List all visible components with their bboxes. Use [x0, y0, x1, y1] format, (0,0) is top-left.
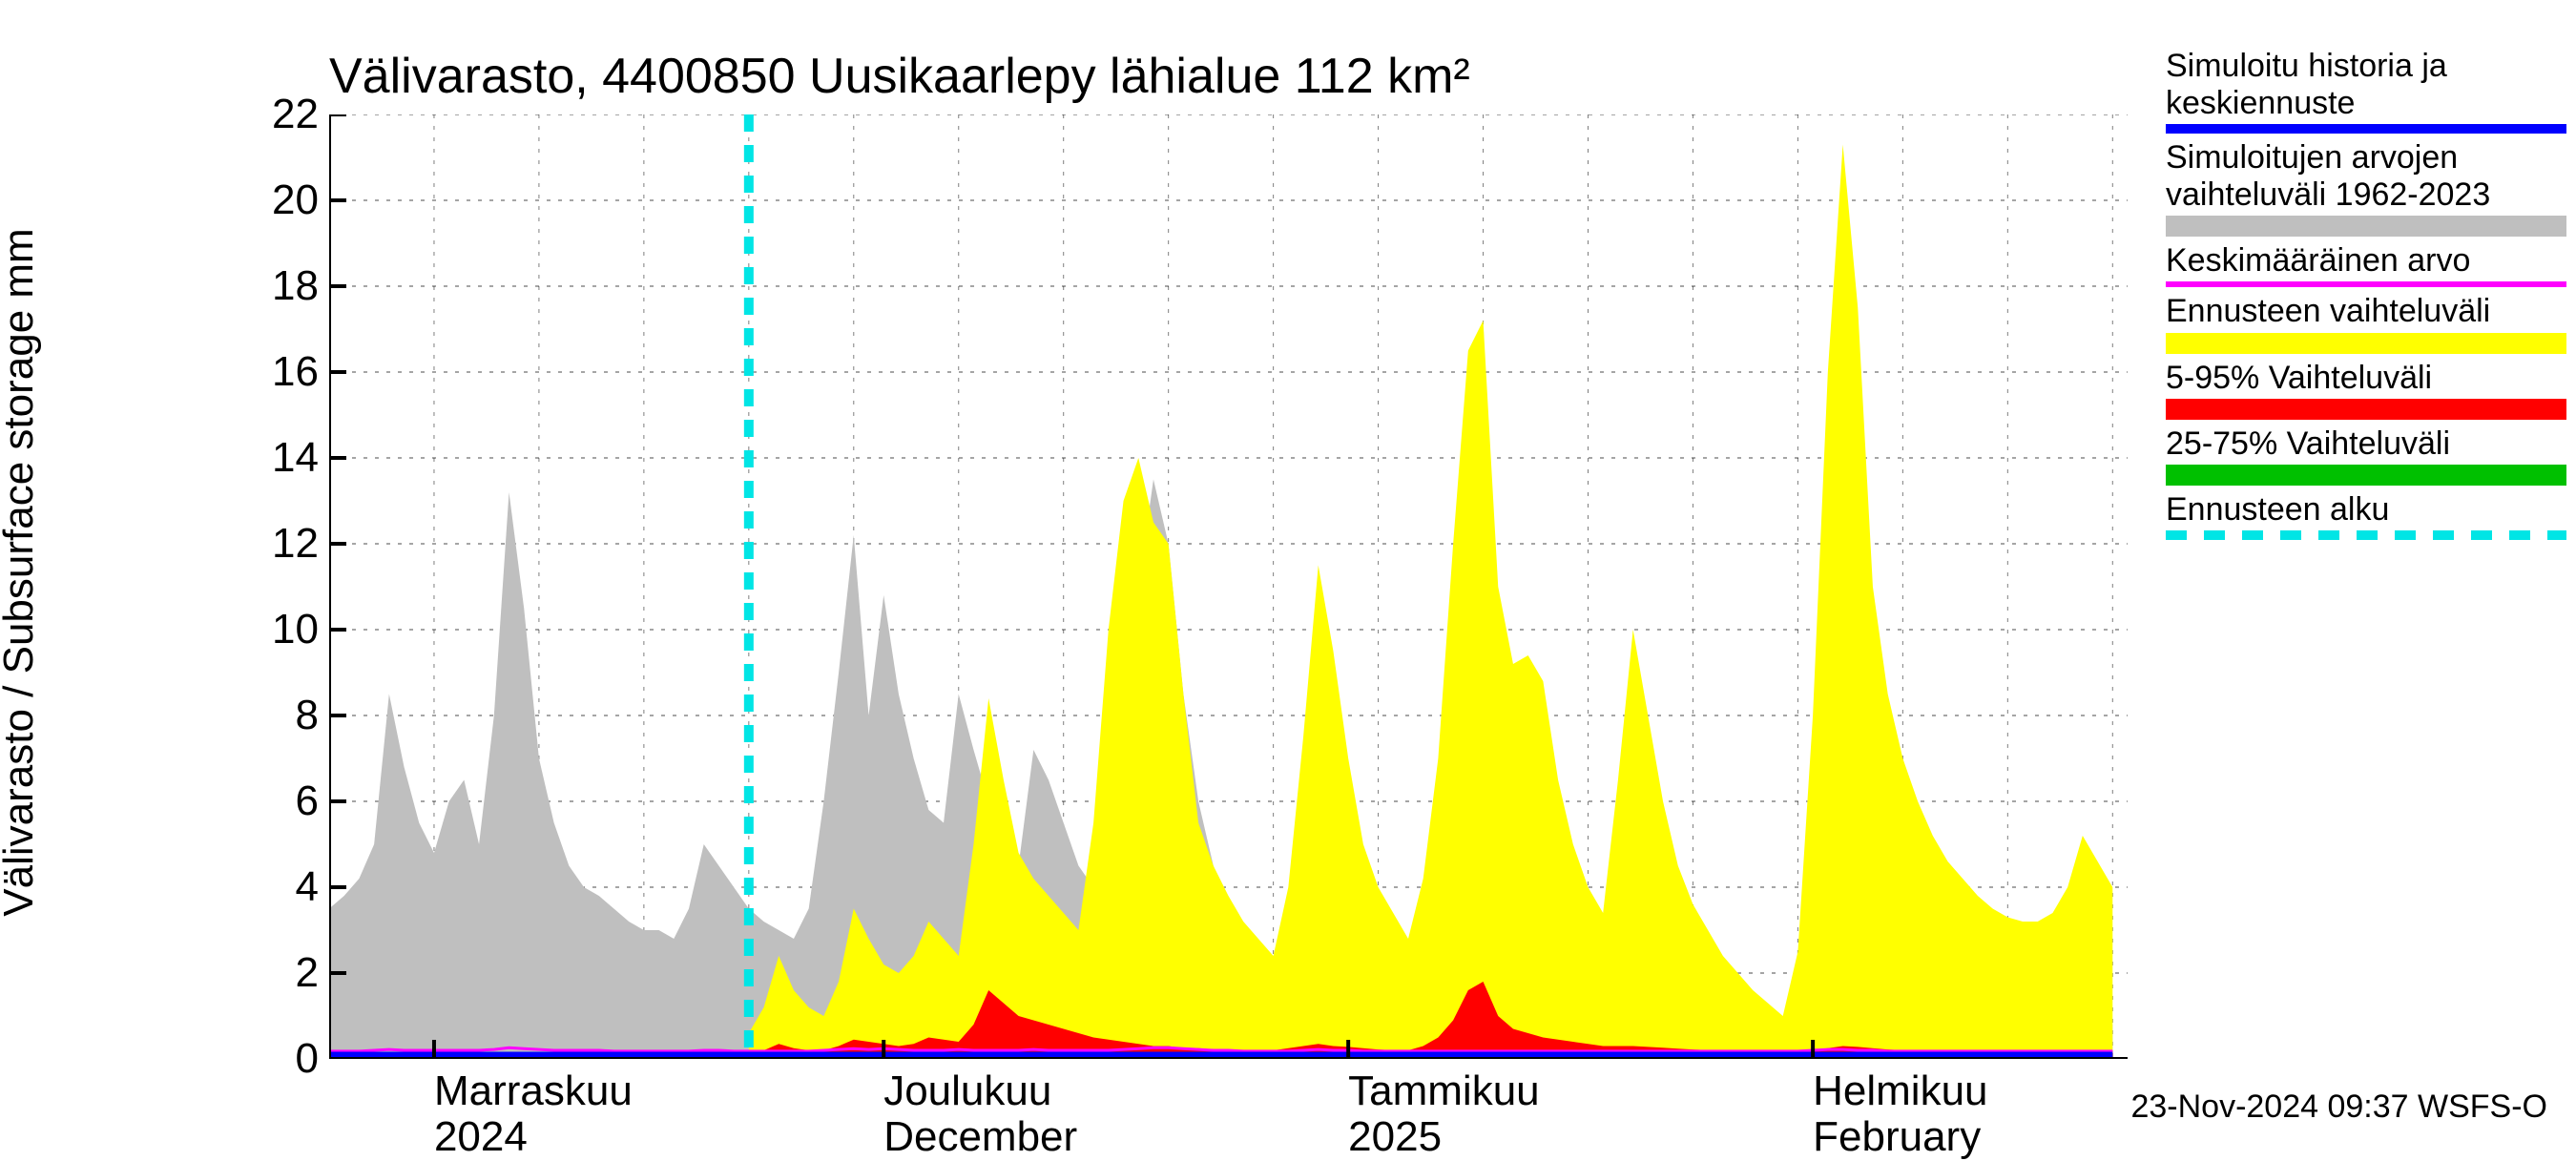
- legend-item: Ennusteen alku: [2166, 491, 2566, 540]
- y-tick-14: 14: [272, 434, 319, 482]
- y-tick-4: 4: [296, 863, 319, 911]
- legend-swatch: [2166, 465, 2566, 486]
- legend-swatch: [2166, 281, 2566, 287]
- legend-item: 25-75% Vaihteluväli: [2166, 425, 2566, 486]
- legend-item: Keskimääräinen arvo: [2166, 242, 2566, 287]
- y-tick-8: 8: [296, 692, 319, 739]
- legend-text: 25-75% Vaihteluväli: [2166, 425, 2566, 463]
- plot-svg: [329, 114, 2128, 1059]
- x-month-label: HelmikuuFebruary: [1813, 1068, 1987, 1161]
- plot-area: [329, 114, 2128, 1059]
- legend-item: Simuloitujen arvojen vaihteluväli 1962-2…: [2166, 139, 2566, 237]
- legend-item: Simuloitu historia ja keskiennuste: [2166, 48, 2566, 134]
- footer-timestamp: 23-Nov-2024 09:37 WSFS-O: [2130, 1088, 2547, 1126]
- legend-swatch: [2166, 124, 2566, 134]
- legend-text: Simuloitujen arvojen vaihteluväli 1962-2…: [2166, 139, 2566, 214]
- x-month-label: Tammikuu2025: [1348, 1068, 1540, 1161]
- legend-text: Simuloitu historia ja keskiennuste: [2166, 48, 2566, 122]
- legend-item: 5-95% Vaihteluväli: [2166, 360, 2566, 420]
- y-tick-2: 2: [296, 949, 319, 997]
- x-tick-labels: Marraskuu2024JoulukuuDecemberTammikuu202…: [329, 1068, 2128, 1145]
- legend-item: Ennusteen vaihteluväli: [2166, 293, 2566, 353]
- legend-text: 5-95% Vaihteluväli: [2166, 360, 2566, 397]
- y-tick-22: 22: [272, 91, 319, 138]
- y-tick-0: 0: [296, 1035, 319, 1083]
- y-tick-18: 18: [272, 262, 319, 310]
- legend-swatch: [2166, 216, 2566, 237]
- y-tick-16: 16: [272, 348, 319, 396]
- legend-text: Ennusteen alku: [2166, 491, 2566, 529]
- x-month-label: JoulukuuDecember: [883, 1068, 1077, 1161]
- x-month-label: Marraskuu2024: [434, 1068, 633, 1161]
- y-tick-20: 20: [272, 176, 319, 224]
- legend-text: Ennusteen vaihteluväli: [2166, 293, 2566, 330]
- legend-swatch: [2166, 333, 2566, 354]
- y-tick-12: 12: [272, 520, 319, 568]
- chart-title: Välivarasto, 4400850 Uusikaarlepy lähial…: [329, 48, 1470, 105]
- y-tick-labels: 0246810121416182022: [0, 114, 320, 1059]
- legend-text: Keskimääräinen arvo: [2166, 242, 2566, 280]
- legend-swatch: [2166, 530, 2566, 540]
- legend-swatch: [2166, 399, 2566, 420]
- y-tick-10: 10: [272, 606, 319, 653]
- chart-figure: Välivarasto / Subsurface storage mm Väli…: [0, 0, 2576, 1145]
- y-tick-6: 6: [296, 777, 319, 825]
- legend: Simuloitu historia ja keskiennuste Simulo…: [2166, 48, 2566, 546]
